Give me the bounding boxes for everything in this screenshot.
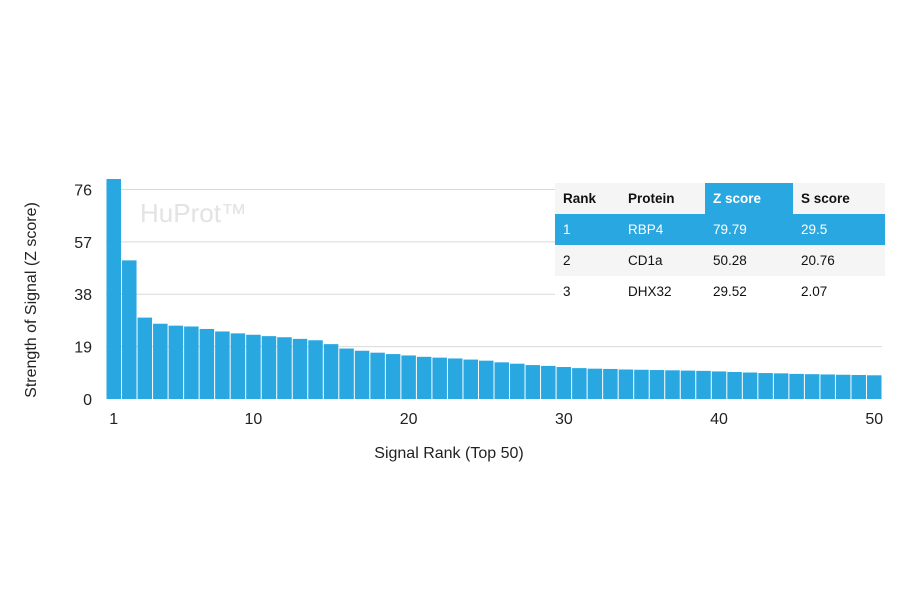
bar-rank-40	[711, 371, 727, 399]
cell-s-score: 29.5	[793, 214, 885, 245]
bar-rank-7	[199, 328, 215, 399]
bar-rank-30	[556, 367, 572, 399]
bar-rank-42	[742, 372, 758, 399]
y-axis-title: Strength of Signal (Z score)	[23, 202, 40, 398]
bar-rank-19	[385, 354, 401, 399]
bar-rank-6	[184, 326, 199, 399]
bar-rank-17	[354, 350, 370, 399]
bar-rank-9	[230, 333, 246, 399]
bar-rank-16	[339, 348, 354, 399]
x-tick-labels: 1 10 20 30 40 50	[109, 411, 883, 428]
bar-rank-14	[308, 340, 323, 399]
bar-rank-5	[168, 325, 184, 399]
bar-rank-35	[634, 369, 649, 399]
header-z-score: Z score	[705, 183, 793, 214]
cell-rank: 3	[555, 276, 620, 307]
header-s-score: S score	[793, 183, 885, 214]
x-tick-label: 1	[109, 411, 118, 428]
y-tick-label: 19	[74, 340, 92, 357]
y-tick-label: 38	[74, 287, 92, 304]
x-tick-label: 50	[865, 411, 883, 428]
x-tick-label: 30	[555, 411, 573, 428]
x-tick-label: 40	[710, 411, 728, 428]
bars	[106, 179, 882, 399]
bar-rank-39	[696, 370, 711, 399]
bar-rank-31	[572, 368, 587, 399]
cell-rank: 2	[555, 245, 620, 276]
table-header-row: Rank Protein Z score S score	[555, 183, 885, 214]
cell-z-score: 79.79	[705, 214, 793, 245]
bar-rank-46	[804, 374, 820, 399]
bar-rank-1	[106, 179, 122, 399]
cell-z-score: 29.52	[705, 276, 793, 307]
bar-rank-37	[665, 370, 680, 399]
table-row: 3 DHX32 29.52 2.07	[555, 276, 885, 307]
bar-rank-11	[261, 336, 277, 399]
bar-rank-50	[866, 375, 882, 399]
cell-rank: 1	[555, 214, 620, 245]
bar-rank-25	[478, 360, 494, 399]
bar-rank-27	[510, 363, 525, 399]
bar-rank-45	[789, 373, 804, 399]
bar-rank-18	[370, 352, 385, 399]
cell-z-score: 50.28	[705, 245, 793, 276]
bar-rank-15	[323, 344, 339, 399]
bar-rank-28	[525, 365, 541, 399]
header-protein: Protein	[620, 183, 705, 214]
bar-rank-3	[137, 317, 153, 399]
bar-rank-29	[541, 365, 556, 399]
bar-rank-22	[432, 357, 447, 399]
bar-rank-48	[835, 374, 851, 399]
cell-protein: CD1a	[620, 245, 705, 276]
bar-rank-41	[727, 371, 742, 399]
bar-rank-38	[680, 370, 696, 399]
bar-rank-32	[587, 368, 603, 399]
x-axis-title: Signal Rank (Top 50)	[374, 445, 523, 462]
bar-rank-20	[401, 355, 416, 399]
bar-rank-36	[649, 370, 665, 399]
bar-rank-49	[851, 375, 866, 399]
bar-rank-2	[122, 260, 137, 399]
bar-rank-8	[215, 331, 230, 399]
bar-rank-44	[773, 373, 789, 399]
bar-rank-23	[447, 358, 463, 399]
y-tick-label: 76	[74, 182, 92, 199]
bar-rank-43	[758, 373, 773, 399]
y-tick-labels: 0 19 38 57 76	[74, 182, 92, 409]
bar-rank-33	[603, 368, 618, 399]
table-row: 1 RBP4 79.79 29.5	[555, 214, 885, 245]
cell-protein: RBP4	[620, 214, 705, 245]
bar-rank-24	[463, 359, 478, 399]
bar-rank-13	[292, 338, 308, 399]
y-tick-label: 0	[83, 392, 92, 409]
bar-rank-4	[153, 323, 168, 399]
cell-s-score: 2.07	[793, 276, 885, 307]
x-tick-label: 10	[245, 411, 263, 428]
bar-rank-12	[277, 337, 292, 399]
cell-s-score: 20.76	[793, 245, 885, 276]
bar-rank-47	[820, 374, 835, 399]
y-tick-label: 57	[74, 235, 92, 252]
top-hits-table: Rank Protein Z score S score 1 RBP4 79.7…	[555, 183, 885, 307]
table-row: 2 CD1a 50.28 20.76	[555, 245, 885, 276]
cell-protein: DHX32	[620, 276, 705, 307]
watermark: HuProt™	[140, 198, 247, 228]
bar-rank-34	[618, 369, 634, 399]
x-tick-label: 20	[400, 411, 418, 428]
bar-rank-21	[416, 356, 432, 399]
bar-rank-10	[246, 334, 261, 399]
header-rank: Rank	[555, 183, 620, 214]
bar-rank-26	[494, 362, 510, 399]
